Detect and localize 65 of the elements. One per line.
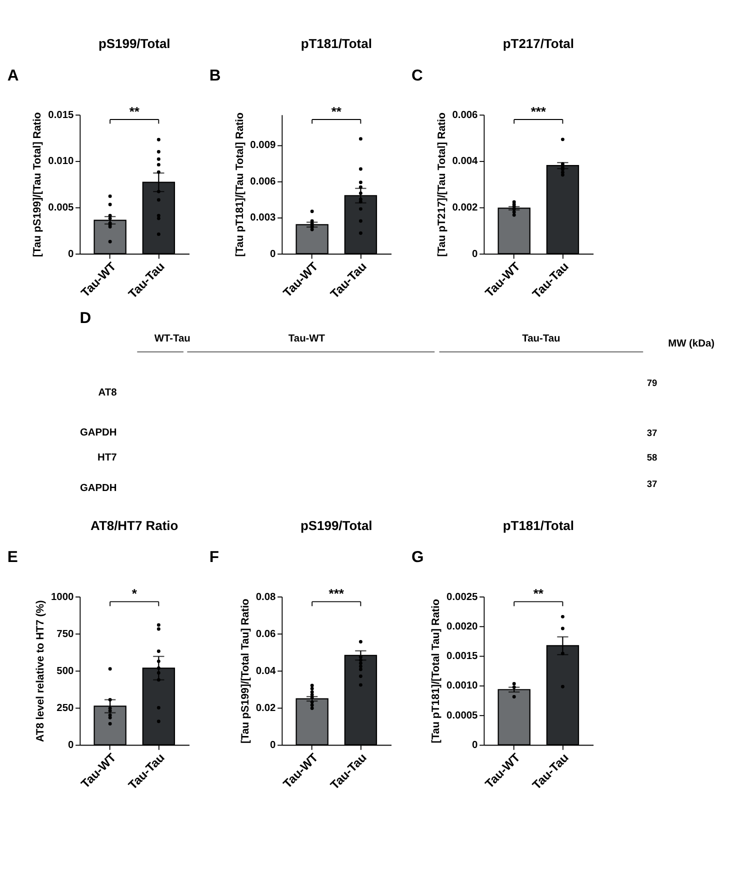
- text: GAPDH: [80, 482, 117, 494]
- text: 37: [646, 479, 658, 490]
- annotation: ***: [530, 104, 547, 119]
- y-tick-label: 0.002: [452, 202, 478, 214]
- y-tick-label: 0.006: [452, 110, 478, 121]
- text: E: [7, 549, 18, 566]
- chart-title: pS199/Total: [98, 36, 170, 51]
- annotation: **: [533, 586, 544, 601]
- y-tick-label: 0: [270, 740, 276, 752]
- y-tick-label: 0.005: [48, 202, 74, 214]
- y-tick-label: 0: [68, 248, 74, 260]
- text: G: [411, 549, 424, 566]
- y-tick-label: 0: [68, 740, 74, 752]
- annotation: ***: [328, 586, 345, 601]
- annotation: *: [132, 586, 138, 601]
- chart-title: AT8/HT7 Ratio: [90, 518, 178, 533]
- text: WT-Tau: [154, 334, 190, 345]
- y-tick-label: 0.009: [250, 140, 276, 152]
- chart-title: pS199/Total: [300, 518, 372, 533]
- annotation: **: [129, 104, 140, 119]
- y-tick-label: 0.08: [256, 592, 276, 603]
- y-tick-label: 0.003: [250, 212, 276, 224]
- text: F: [209, 549, 220, 566]
- text: D: [80, 310, 92, 328]
- y-axis-title: [Tau pT181]/[Total Tau] Ratio: [430, 598, 442, 744]
- text: 37: [646, 428, 658, 438]
- y-tick-label: 750: [56, 628, 74, 640]
- y-tick-label: 0.010: [48, 156, 74, 168]
- y-tick-label: 0.0025: [446, 592, 478, 603]
- chart-title: pT181/Total: [300, 36, 372, 51]
- text: 79: [646, 378, 658, 388]
- y-tick-label: 0.06: [256, 628, 276, 640]
- chart-title: pT181/Total: [502, 518, 574, 533]
- annotation: **: [331, 104, 342, 119]
- chart-title: pT217/Total: [502, 36, 574, 51]
- y-axis-title: [Tau pS199]/[Tau Total] Ratio: [32, 112, 44, 258]
- text: Tau-WT: [288, 334, 326, 345]
- text: HT7: [98, 452, 118, 464]
- text: 58: [646, 452, 658, 462]
- text: A: [7, 67, 19, 84]
- y-tick-label: 0.004: [452, 156, 478, 168]
- text: C: [411, 67, 423, 84]
- y-tick-label: 0: [472, 248, 478, 260]
- text: AT8: [98, 387, 118, 398]
- text: Tau-Tau: [522, 334, 560, 345]
- y-tick-label: 1000: [51, 592, 74, 603]
- y-tick-label: 0.0010: [446, 680, 478, 692]
- text: B: [209, 67, 221, 84]
- y-tick-label: 0: [472, 740, 478, 752]
- text: MW (kDa): [668, 338, 715, 350]
- y-tick-label: 250: [56, 702, 74, 714]
- y-axis-title: AT8 level relative to HT7 (%): [34, 600, 47, 742]
- y-tick-label: 0.0005: [446, 710, 478, 722]
- y-axis-title: [Tau pS199]/[Total Tau] Ratio: [239, 598, 252, 744]
- y-axis-title: [Tau pT217]/[Tau Total] Ratio: [436, 112, 448, 257]
- y-tick-label: 0.0020: [446, 621, 478, 632]
- y-tick-label: 500: [56, 666, 74, 677]
- y-tick-label: 0.015: [48, 110, 74, 121]
- y-tick-label: 0: [270, 248, 276, 260]
- y-tick-label: 0.02: [256, 702, 276, 714]
- y-axis-title: [Tau pT181]/[Tau Total] Ratio: [234, 112, 246, 257]
- y-tick-label: 0.0015: [446, 651, 478, 662]
- y-tick-label: 0.04: [256, 666, 276, 677]
- text: GAPDH: [80, 427, 117, 438]
- y-tick-label: 0.006: [250, 176, 276, 188]
